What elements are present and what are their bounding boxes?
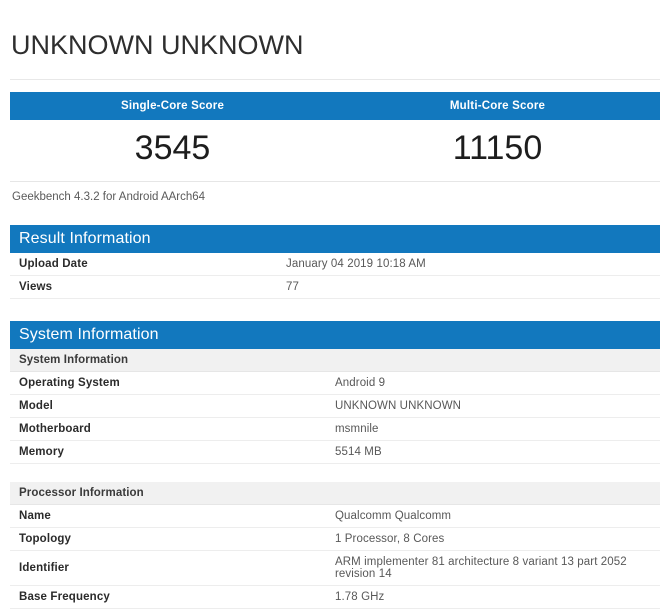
row-label: Topology xyxy=(10,527,335,552)
row-value: 77 xyxy=(286,275,660,300)
result-information-header: Result Information xyxy=(10,225,660,254)
system-information-header: System Information xyxy=(10,321,660,350)
single-core-score-value: 3545 xyxy=(10,120,335,183)
row-label: Views xyxy=(10,275,286,300)
subsection-title: System Information xyxy=(10,349,660,373)
single-core-score-header: Single-Core Score xyxy=(10,92,335,120)
row-value: UNKNOWN UNKNOWN xyxy=(335,394,660,419)
multi-core-score-header: Multi-Core Score xyxy=(335,92,660,120)
multi-core-score-value: 11150 xyxy=(335,120,660,183)
table-row: Identifier ARM implementer 81 architectu… xyxy=(10,550,660,587)
table-row: Motherboard msmnile xyxy=(10,417,660,442)
row-value: Android 9 xyxy=(335,371,660,396)
score-summary-table: Single-Core Score Multi-Core Score 3545 … xyxy=(10,92,660,183)
row-value: January 04 2019 10:18 AM xyxy=(286,253,660,277)
row-value: Qualcomm Qualcomm xyxy=(335,504,660,529)
result-information-table: Upload Date January 04 2019 10:18 AM Vie… xyxy=(10,253,660,300)
row-value: 1.78 GHz xyxy=(335,585,660,609)
row-value: msmnile xyxy=(335,417,660,442)
table-row: Model UNKNOWN UNKNOWN xyxy=(10,394,660,419)
system-information-section: System Information System Information Op… xyxy=(10,321,660,609)
subsection-header-processor: Processor Information xyxy=(10,482,660,506)
section-spacer xyxy=(10,464,660,482)
row-label: Motherboard xyxy=(10,417,335,442)
table-row: Views 77 xyxy=(10,275,660,300)
row-value: 5514 MB xyxy=(335,440,660,465)
row-label: Memory xyxy=(10,440,335,465)
row-label: Operating System xyxy=(10,371,335,396)
processor-information-table: Processor Information Name Qualcomm Qual… xyxy=(10,482,660,609)
score-value-row: 3545 11150 xyxy=(10,120,660,183)
table-row: Upload Date January 04 2019 10:18 AM xyxy=(10,253,660,277)
score-header-row: Single-Core Score Multi-Core Score xyxy=(10,92,660,120)
table-row: Name Qualcomm Qualcomm xyxy=(10,504,660,529)
row-label: Name xyxy=(10,504,335,529)
row-label: Base Frequency xyxy=(10,585,335,609)
subsection-header-system: System Information xyxy=(10,349,660,373)
result-information-section: Result Information Upload Date January 0… xyxy=(10,225,660,300)
page-title: UNKNOWN UNKNOWN xyxy=(11,30,304,60)
row-value: ARM implementer 81 architecture 8 varian… xyxy=(335,550,660,587)
subsection-title: Processor Information xyxy=(10,482,660,506)
row-label: Identifier xyxy=(10,550,335,587)
benchmark-version-note: Geekbench 4.3.2 for Android AArch64 xyxy=(12,191,206,204)
system-information-table: System Information Operating System Andr… xyxy=(10,349,660,465)
title-divider xyxy=(10,79,660,80)
table-row: Memory 5514 MB xyxy=(10,440,660,465)
row-label: Model xyxy=(10,394,335,419)
table-row: Topology 1 Processor, 8 Cores xyxy=(10,527,660,552)
row-value: 1 Processor, 8 Cores xyxy=(335,527,660,552)
table-row: Operating System Android 9 xyxy=(10,371,660,396)
row-label: Upload Date xyxy=(10,253,286,277)
table-row: Base Frequency 1.78 GHz xyxy=(10,585,660,609)
